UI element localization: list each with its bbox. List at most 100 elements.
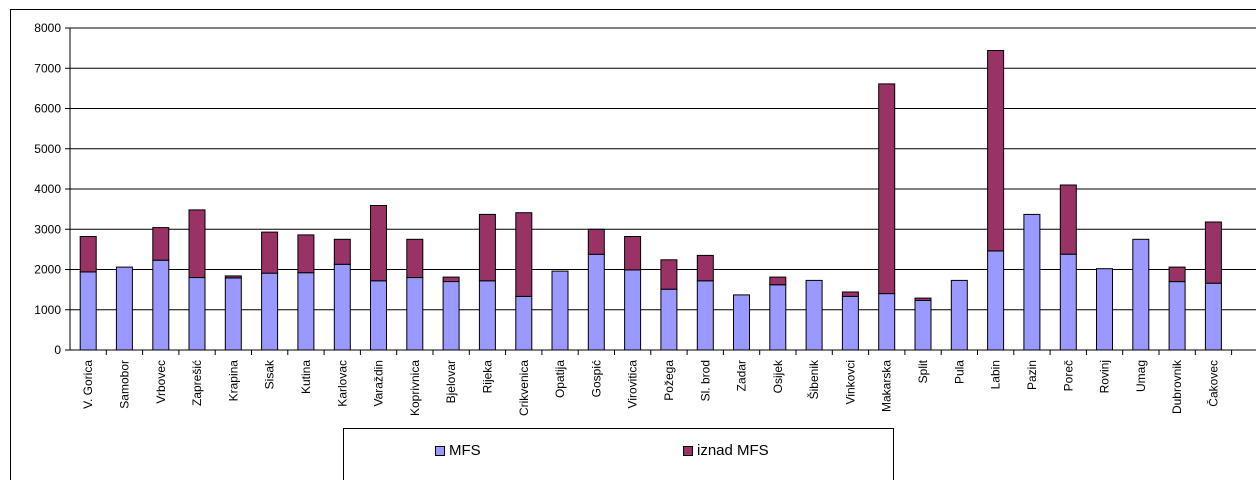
bar-iznad-mfs [152,227,170,261]
bar-mfs [478,280,496,351]
x-category-label: Rovinj [1098,360,1112,393]
bar-mfs [878,293,896,351]
x-category-label: Pula [952,360,966,384]
bar-mfs [261,272,279,351]
bar-mfs [696,280,714,351]
x-category-label: Zadar [735,360,749,391]
x-category-label: Gospić [589,360,603,397]
bar-iznad-mfs [79,236,97,273]
bar-mfs [1204,282,1222,351]
bar-mfs [1168,281,1186,351]
x-category-label: Osijek [771,359,785,393]
x-category-label: Makarska [880,360,894,412]
bar-mfs [1096,268,1113,351]
bar-iznad-mfs [261,231,279,274]
legend-label-iznad-mfs: iznad MFS [697,442,769,459]
bar-iznad-mfs [769,276,787,286]
x-category-label: Zaprešić [190,360,204,406]
bar-mfs [841,296,859,351]
y-tick-labels: 0 1000 2000 3000 4000 5000 6000 7000 8000 [34,21,61,357]
bar-iznad-mfs [1204,221,1222,284]
x-category-label: Pazin [1025,360,1039,390]
bar-mfs [152,259,170,351]
bar-iznad-mfs [478,213,496,282]
x-category-label: Krapina [226,360,240,402]
x-category-label: Karlovac [335,360,349,407]
bar-mfs [660,288,678,351]
bar-mfs [224,277,242,351]
x-category-label: Dubrovnik [1170,359,1184,414]
legend-item-iznad-mfs: iznad MFS [683,442,769,459]
x-category-label: V. Gorica [81,360,95,409]
bar-mfs [188,277,206,351]
x-category-label: Bjelovar [444,360,458,403]
y-tick-label: 3000 [34,222,61,236]
bar-iznad-mfs [406,238,424,279]
bar-mfs [587,253,605,351]
bar-mfs [333,263,351,351]
y-tick-label: 4000 [34,182,61,196]
legend-label-mfs: MFS [449,442,481,459]
bar-iznad-mfs [914,297,932,302]
x-category-label: Vrbovec [154,360,168,404]
bar-iznad-mfs [442,276,460,283]
x-category-label: Požega [662,360,676,401]
y-tick-label: 6000 [34,102,61,116]
bar-mfs [79,271,97,351]
bar-mfs [297,272,315,351]
legend: MFS iznad MFS [343,428,894,480]
y-tick-label: 2000 [34,263,61,277]
bar-iznad-mfs [1168,266,1186,283]
bar-mfs [1132,238,1150,351]
x-category-label: Virovitica [626,360,640,409]
bar-mfs [442,281,460,351]
bar-iznad-mfs [333,238,351,265]
x-category-label: Rijeka [480,360,494,394]
x-category-label: Šibenik [806,359,821,399]
bar-iznad-mfs [370,205,387,282]
bar-iznad-mfs [587,228,605,255]
y-tick-label: 5000 [34,142,61,156]
bar-iznad-mfs [696,254,714,282]
bar-mfs [1059,253,1077,351]
bar-iznad-mfs [515,212,533,297]
x-category-label: Vinkovci [843,360,857,404]
x-category-label: Crikvenica [517,360,531,416]
legend-item-mfs: MFS [435,442,481,459]
bar-mfs [769,284,787,351]
bar-iznad-mfs [660,259,678,290]
bar-mfs [115,266,133,351]
bar-iznad-mfs [878,83,896,295]
y-tick-label: 7000 [34,61,61,75]
bar-iznad-mfs [841,291,859,297]
bar-iznad-mfs [1059,184,1077,255]
axes [65,27,1256,355]
x-category-label: Poreč [1061,360,1075,391]
bar-mfs [624,269,642,351]
bar-mfs [551,270,569,351]
x-category-label: Kutina [299,360,313,394]
bar-iznad-mfs [987,50,1005,252]
x-category-label: Čakovec [1205,360,1220,407]
bar-mfs [370,280,387,351]
bar-iznad-mfs [297,234,315,274]
bar-mfs [515,296,533,351]
bar-iznad-mfs [624,236,642,271]
x-category-label: Umag [1134,360,1148,392]
x-category-label: Koprivnica [408,360,422,416]
x-category-label: Sisak [263,359,277,389]
y-tick-label: 8000 [34,21,61,35]
bar-mfs [733,294,750,351]
x-category-label: Sl. brod [698,360,712,401]
x-category-label: Opatija [553,360,567,398]
legend-swatch-mfs [435,445,445,456]
bar-mfs [987,250,1005,351]
bar-mfs [805,279,823,351]
bar-mfs [1023,213,1041,351]
y-tick-label: 0 [54,343,61,357]
bar-iznad-mfs [188,209,206,278]
x-category-label: Labin [989,360,1003,389]
bar-mfs [406,277,424,351]
x-category-label: Split [916,359,930,383]
